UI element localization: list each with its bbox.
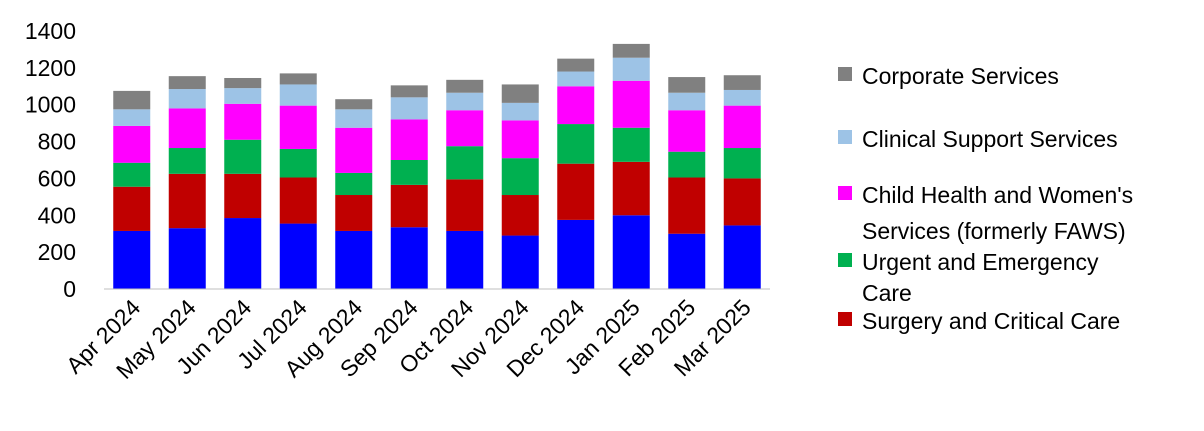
bar-segment <box>168 108 206 149</box>
bar-segment <box>446 110 484 147</box>
bar-segment <box>279 177 317 224</box>
bar-segment <box>501 84 539 103</box>
bar-segment <box>224 103 262 140</box>
bar-segment <box>612 161 650 216</box>
bar-segment <box>723 75 761 90</box>
bar-segment <box>113 186 151 231</box>
bar-segment <box>446 146 484 180</box>
y-tick-label: 1000 <box>25 92 76 118</box>
bar-segment <box>668 110 706 152</box>
bar-segment <box>668 151 706 178</box>
bar-segment <box>168 148 206 174</box>
bar-segment <box>335 230 373 289</box>
bar-segment <box>723 148 761 179</box>
bar-segment <box>446 230 484 289</box>
bar-segment <box>612 215 650 289</box>
y-tick-label: 800 <box>38 129 76 155</box>
bar-segment <box>668 92 706 111</box>
bar-segment <box>168 228 206 289</box>
bar-segment <box>279 223 317 289</box>
bar-segment <box>612 80 650 128</box>
bar-segment <box>501 235 539 289</box>
legend-swatch <box>838 312 852 326</box>
legend: Corporate Services Clinical Support Servi… <box>838 63 1133 334</box>
bar-segment <box>557 86 595 125</box>
legend-swatch <box>838 67 852 81</box>
legend-label: Clinical Support Services <box>862 126 1118 152</box>
bar-segment <box>168 173 206 229</box>
bar-segment <box>224 173 262 219</box>
bar-segment <box>224 139 262 174</box>
bar-segment <box>224 88 262 104</box>
legend-swatch <box>838 253 852 267</box>
bar-segment <box>390 97 428 120</box>
bar-segment <box>335 127 373 173</box>
bar-segment <box>557 163 595 220</box>
y-tick-label: 1200 <box>25 55 76 81</box>
bar-segment <box>168 89 206 109</box>
legend-label: Child Health and Women's Services (former… <box>862 182 1133 244</box>
y-tick-label: 200 <box>38 239 76 265</box>
bar-segment <box>279 148 317 178</box>
bar-segment <box>279 73 317 85</box>
bar-segment <box>168 76 206 90</box>
bar-segment <box>113 230 151 289</box>
legend-label: Surgery and Critical Care <box>862 308 1120 334</box>
bar-segment <box>446 179 484 231</box>
bar-segment <box>612 43 650 58</box>
y-tick-label: 400 <box>38 202 76 228</box>
bars-layer <box>113 43 761 289</box>
legend-label: Corporate Services <box>862 63 1059 89</box>
bar-segment <box>446 79 484 93</box>
bar-segment <box>557 71 595 87</box>
bar-segment <box>113 162 151 187</box>
bar-segment <box>390 227 428 289</box>
bar-segment <box>224 77 262 89</box>
bar-segment <box>390 184 428 228</box>
bar-segment <box>668 233 706 289</box>
bar-segment <box>668 177 706 234</box>
bar-segment <box>612 127 650 162</box>
bar-segment <box>335 99 373 110</box>
bar-segment <box>113 90 151 110</box>
bar-segment <box>279 105 317 149</box>
bar-segment <box>723 225 761 289</box>
bar-segment <box>557 58 595 72</box>
legend-swatch <box>838 130 852 144</box>
bar-segment <box>501 195 539 236</box>
bar-segment <box>723 89 761 106</box>
y-tick-label: 600 <box>38 165 76 191</box>
legend-label: Urgent and Emergency Care <box>862 249 1099 306</box>
bar-segment <box>612 57 650 81</box>
bar-segment <box>723 105 761 149</box>
bar-segment <box>723 178 761 226</box>
bar-segment <box>501 158 539 196</box>
bar-segment <box>501 102 539 121</box>
legend-swatch <box>838 186 852 200</box>
bar-segment <box>390 160 428 185</box>
bar-segment <box>446 92 484 111</box>
bar-segment <box>335 195 373 231</box>
bar-segment <box>557 219 595 289</box>
bar-segment <box>335 172 373 196</box>
bar-segment <box>668 77 706 93</box>
y-axis: 0 200 400 600 800 1000 1200 1400 <box>25 18 76 302</box>
bar-segment <box>224 218 262 289</box>
y-tick-label: 0 <box>63 276 76 302</box>
bar-segment <box>501 120 539 159</box>
bar-segment <box>279 84 317 106</box>
bar-segment <box>390 119 428 160</box>
bar-segment <box>113 109 151 126</box>
bar-segment <box>557 124 595 164</box>
bar-segment <box>390 85 428 98</box>
bar-segment <box>335 109 373 128</box>
bar-segment <box>113 125 151 163</box>
y-tick-label: 1400 <box>25 18 76 44</box>
